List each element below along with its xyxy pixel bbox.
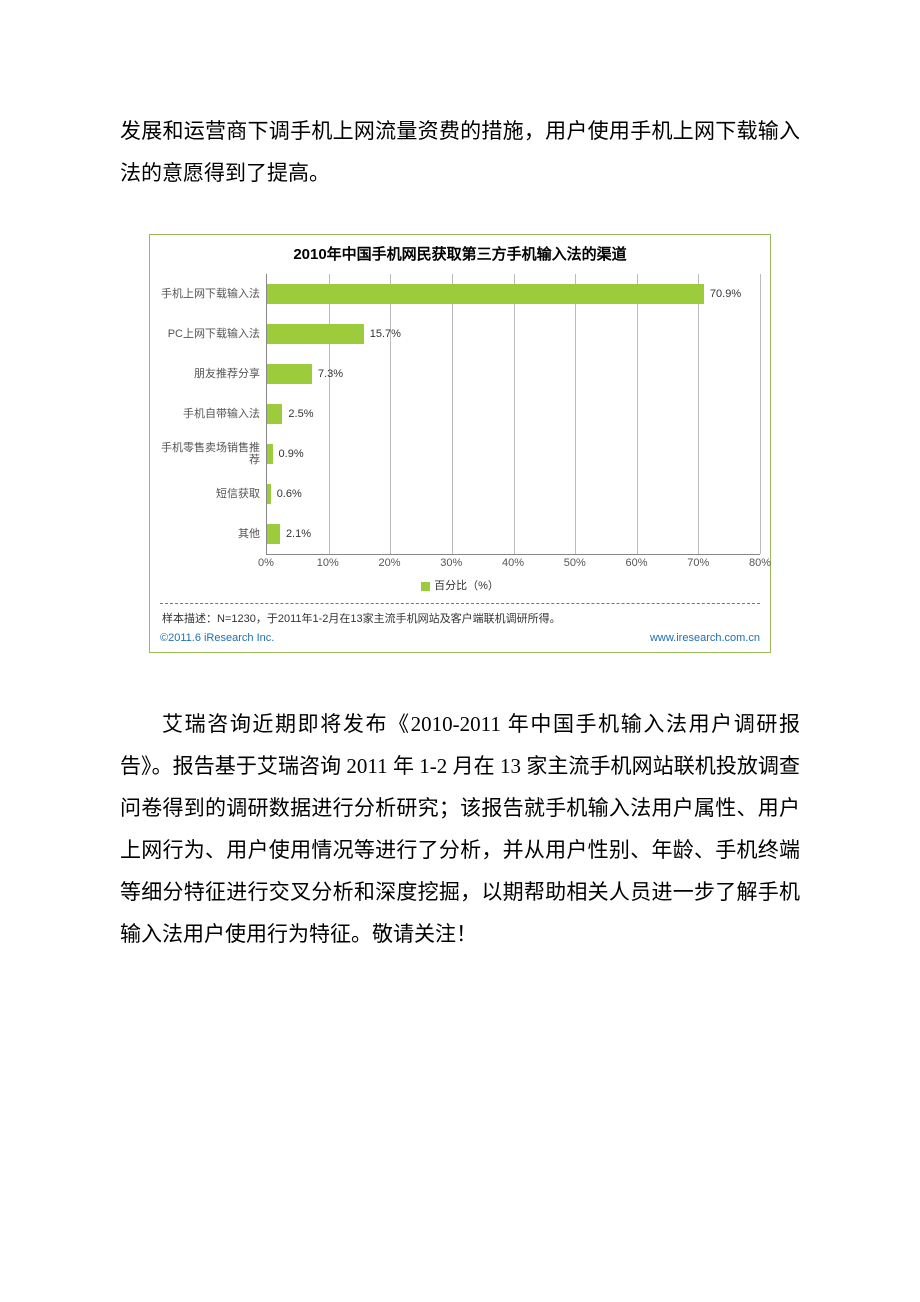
chart-bar [267, 284, 704, 304]
chart-x-tick-label: 0% [258, 557, 274, 569]
paragraph-2: 艾瑞咨询近期即将发布《2010-2011 年中国手机输入法用户调研报告》。报告基… [120, 703, 800, 955]
chart-legend: 百分比（%） [150, 573, 770, 601]
chart-bar-value-label: 70.9% [710, 288, 741, 300]
chart-bar [267, 524, 280, 544]
chart-bar-row: 2.1% [267, 514, 760, 554]
chart-x-tick-labels: 0%10%20%30%40%50%60%70%80% [266, 555, 760, 573]
chart-title: 2010年中国手机网民获取第三方手机输入法的渠道 [150, 235, 770, 274]
chart-bar-value-label: 2.1% [286, 528, 311, 540]
chart-bar-row: 0.6% [267, 474, 760, 514]
chart-category-label: PC上网下载输入法 [156, 314, 266, 354]
paragraph-1: 发展和运营商下调手机上网流量资费的措施，用户使用手机上网下载输入法的意愿得到了提… [120, 110, 800, 194]
chart-plot-area: 手机上网下载输入法PC上网下载输入法朋友推荐分享手机自带输入法手机零售卖场销售推… [150, 274, 770, 555]
chart-x-tick-label: 10% [317, 557, 339, 569]
chart-bar-value-label: 0.6% [277, 488, 302, 500]
chart-credit-left: ©2011.6 iResearch Inc. [160, 632, 274, 644]
x-axis-spacer [156, 555, 266, 573]
chart-container: 2010年中国手机网民获取第三方手机输入法的渠道 手机上网下载输入法PC上网下载… [149, 234, 771, 653]
chart-bar-row: 0.9% [267, 434, 760, 474]
chart-bar-row: 7.3% [267, 354, 760, 394]
chart-category-label: 短信获取 [156, 474, 266, 514]
chart-bar [267, 324, 364, 344]
chart-bar-row: 2.5% [267, 394, 760, 434]
chart-x-tick-label: 30% [440, 557, 462, 569]
chart-bar [267, 444, 273, 464]
chart-x-tick-label: 40% [502, 557, 524, 569]
chart-bar [267, 364, 312, 384]
chart-category-label: 手机上网下载输入法 [156, 274, 266, 314]
chart-category-label: 手机自带输入法 [156, 394, 266, 434]
chart-x-tick-label: 80% [749, 557, 771, 569]
chart-bar [267, 404, 282, 424]
chart-bar [267, 484, 271, 504]
chart-category-label: 朋友推荐分享 [156, 354, 266, 394]
chart-x-axis: 0% 10% 20% 30% 40% 50% 60% 70% 80% [150, 555, 770, 573]
chart-x-tick-label: 20% [378, 557, 400, 569]
document-page: 发展和运营商下调手机上网流量资费的措施，用户使用手机上网下载输入法的意愿得到了提… [0, 0, 920, 1035]
chart-bar-value-label: 7.3% [318, 368, 343, 380]
chart-bars-grid: 70.9% 15.7% 7.3% 2.5% 0.9% 0.6% 2.1% [266, 274, 760, 555]
chart-credit-row: ©2011.6 iResearch Inc. www.iresearch.com… [150, 630, 770, 652]
chart-x-tick-label: 60% [625, 557, 647, 569]
chart-bar-value-label: 2.5% [288, 408, 313, 420]
chart-bar-row: 70.9% [267, 274, 760, 314]
legend-label: 百分比（%） [434, 580, 499, 592]
chart-bar-value-label: 0.9% [279, 448, 304, 460]
chart-category-label: 手机零售卖场销售推荐 [156, 434, 266, 474]
chart-footnote: 样本描述：N=1230，于2011年1-2月在13家主流手机网站及客户端联机调研… [160, 603, 760, 630]
chart-credit-right: www.iresearch.com.cn [650, 632, 760, 644]
chart-x-tick-label: 50% [564, 557, 586, 569]
chart-category-label: 其他 [156, 514, 266, 554]
chart-y-axis-labels: 手机上网下载输入法PC上网下载输入法朋友推荐分享手机自带输入法手机零售卖场销售推… [156, 274, 266, 555]
chart-bar-value-label: 15.7% [370, 328, 401, 340]
chart-gridline [760, 274, 761, 554]
chart-bar-row: 15.7% [267, 314, 760, 354]
chart-x-tick-label: 70% [687, 557, 709, 569]
legend-swatch [421, 582, 430, 591]
